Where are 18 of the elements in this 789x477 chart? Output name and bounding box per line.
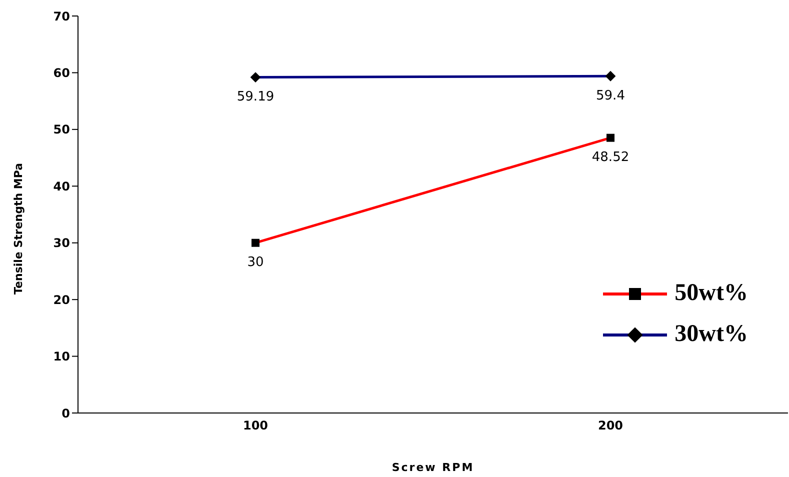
y-tick-label: 40 xyxy=(53,179,70,194)
data-label: 48.52 xyxy=(592,150,630,166)
data-label: 59.19 xyxy=(236,90,274,105)
y-tick-label: 30 xyxy=(53,236,70,250)
data-label: 30 xyxy=(247,255,264,270)
legend-label: 30wt% xyxy=(674,321,748,348)
y-tick-label: 10 xyxy=(53,350,70,364)
y-tick-label: 50 xyxy=(53,122,70,137)
y-tick-label: 0 xyxy=(62,406,70,420)
x-axis-title: Screw RPM xyxy=(392,460,474,474)
y-axis-title: Tensile Strength MPa xyxy=(12,162,25,294)
data-label: 59.4 xyxy=(596,88,625,104)
legend-label: 50wt% xyxy=(674,280,748,307)
x-tick-label: 200 xyxy=(598,418,624,433)
x-tick-label: 100 xyxy=(242,418,268,433)
y-tick-label: 20 xyxy=(53,292,70,307)
y-tick-label: 60 xyxy=(53,66,70,80)
y-tick-label: 70 xyxy=(53,9,70,24)
